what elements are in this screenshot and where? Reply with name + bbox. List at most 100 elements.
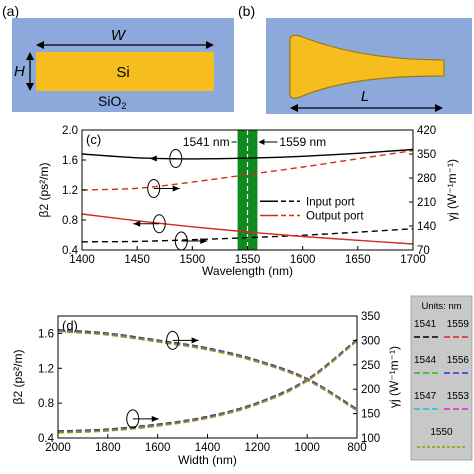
y-tick-label: 0.8 — [62, 215, 78, 227]
height-arrowhead-bottom — [26, 83, 34, 91]
legend-label-0: Input port — [306, 196, 355, 208]
y-tick-label: 0.4 — [38, 433, 55, 445]
beta-curve-4 — [57, 330, 358, 411]
length-arrowhead-left — [290, 104, 298, 112]
annotation-right-arrowhead — [258, 139, 265, 145]
x-tick-label: 800 — [347, 442, 366, 454]
gamma-curve-5 — [57, 340, 358, 434]
legend-label-1: Output port — [306, 211, 364, 223]
beta-curve-5 — [57, 330, 358, 412]
y-axis-label: β2 (ps²/m) — [11, 350, 25, 405]
x-tick-label: 1550 — [235, 254, 261, 266]
y-tick-label: 1.2 — [62, 185, 78, 197]
y2-tick-label: 280 — [417, 173, 436, 185]
gamma-curve-3 — [57, 339, 358, 433]
y2-axis-label: γj (W⁻¹m⁻¹) — [387, 346, 401, 408]
gamma-curve-6 — [57, 340, 358, 434]
y2-tick-label: 300 — [361, 335, 380, 347]
si-core — [36, 52, 214, 91]
indicator-beta-left-arrowhead — [191, 337, 199, 344]
y2-tick-label: 150 — [361, 409, 380, 421]
legend-wavelength: 1550 — [430, 427, 453, 438]
annotation-right: 1559 nm — [279, 135, 326, 149]
series-line-3 — [81, 149, 414, 191]
beta-curve-6 — [57, 331, 358, 412]
x-tick-label: 1200 — [245, 442, 271, 454]
x-tick-label: 1800 — [95, 442, 121, 454]
indicator-output-right-arrowhead — [172, 185, 180, 192]
chart-d: 2000 1800 1600 1400 1200 1000 800 0.4 0.8 1.2 1.6 1… — [11, 311, 401, 467]
gamma-curve-1 — [57, 339, 358, 432]
core-label: Si — [116, 64, 129, 81]
x-tick-label: 1450 — [124, 254, 150, 266]
indicator-output-left-arrowhead — [133, 220, 141, 227]
gamma-curve-4 — [57, 340, 358, 433]
legend-box — [410, 295, 473, 461]
legend-wavelength: 1559 — [447, 319, 470, 330]
y-tick-label: 1.6 — [62, 155, 78, 167]
y-tick-label: 2.0 — [62, 125, 78, 137]
y-tick-label: 1.6 — [38, 328, 54, 340]
beta-curve-1 — [57, 329, 358, 410]
legend-wavelength: 1556 — [447, 355, 470, 366]
series-line-1 — [81, 228, 414, 243]
width-label: W — [111, 27, 127, 44]
series-line-2 — [81, 213, 414, 245]
y-tick-label: 0.4 — [62, 245, 79, 257]
legend-wavelength: 1553 — [447, 391, 470, 402]
taper-waveguide — [289, 34, 445, 99]
panel-b-label: (b) — [238, 3, 255, 19]
legend-wavelength: 1541 — [414, 319, 437, 330]
chart-c: 1400 1450 1500 1550 1600 1650 1700 0.4 0.8 1.2 1.6… — [37, 125, 459, 278]
gamma-curve-0 — [57, 338, 358, 432]
x-tick-label: 1600 — [145, 442, 171, 454]
panel-b: (b) L — [238, 3, 472, 114]
y2-axis-label: γj (W⁻¹m⁻¹) — [445, 159, 459, 221]
annotation-left: 1541 nm — [183, 135, 230, 149]
cladding-label: SiO2 — [98, 93, 126, 111]
panel-c-label: (c) — [86, 132, 101, 147]
indicator-input-left-arrowhead — [149, 155, 157, 162]
x-axis-label: Width (nm) — [178, 453, 237, 467]
y2-tick-label: 100 — [361, 433, 380, 445]
x-tick-label: 1400 — [195, 442, 221, 454]
panel-d-label: (d) — [62, 318, 78, 333]
y-tick-label: 0.8 — [38, 398, 54, 410]
length-label: L — [361, 88, 369, 105]
panel-a: (a) W H Si SiO2 — [2, 3, 234, 112]
y2-tick-label: 420 — [417, 125, 436, 137]
x-tick-label: 1500 — [180, 254, 206, 266]
y2-tick-label: 70 — [417, 245, 430, 257]
y2-tick-label: 140 — [417, 221, 436, 233]
width-arrowhead-right — [206, 41, 214, 49]
y2-tick-label: 350 — [361, 311, 380, 323]
width-arrowhead-left — [36, 41, 44, 49]
x-tick-label: 1600 — [290, 254, 316, 266]
legend-d: Units: nm 1541 1559 1544 1556 1547 1553 1550 — [410, 295, 473, 461]
legend-title: Units: nm — [421, 301, 461, 312]
y2-tick-label: 250 — [361, 360, 380, 372]
y-tick-label: 1.2 — [38, 363, 54, 375]
height-label: H — [14, 63, 25, 80]
beta-curve-3 — [57, 330, 358, 411]
legend-wavelength: 1544 — [414, 355, 437, 366]
beta-curve-2 — [57, 329, 358, 411]
y-axis-label: β2 (ps²/m) — [37, 163, 51, 218]
legend-wavelength: 1547 — [414, 391, 437, 402]
panel-a-label: (a) — [2, 3, 19, 19]
y2-tick-label: 350 — [417, 149, 436, 161]
indicator-gamma-right-arrowhead — [151, 415, 159, 422]
gamma-curve-2 — [57, 339, 358, 433]
x-tick-label: 1700 — [400, 254, 426, 266]
x-axis-label: Wavelength (nm) — [202, 264, 293, 278]
x-tick-label: 1650 — [345, 254, 371, 266]
x-tick-label: 1400 — [69, 254, 95, 266]
x-tick-label: 2000 — [45, 442, 71, 454]
y2-tick-label: 210 — [417, 197, 436, 209]
series-line-0 — [81, 148, 414, 160]
y2-tick-label: 200 — [361, 384, 380, 396]
indicator-input-right-arrowhead — [200, 238, 208, 244]
beta-curve-0 — [57, 329, 358, 410]
height-arrowhead-top — [26, 52, 34, 60]
